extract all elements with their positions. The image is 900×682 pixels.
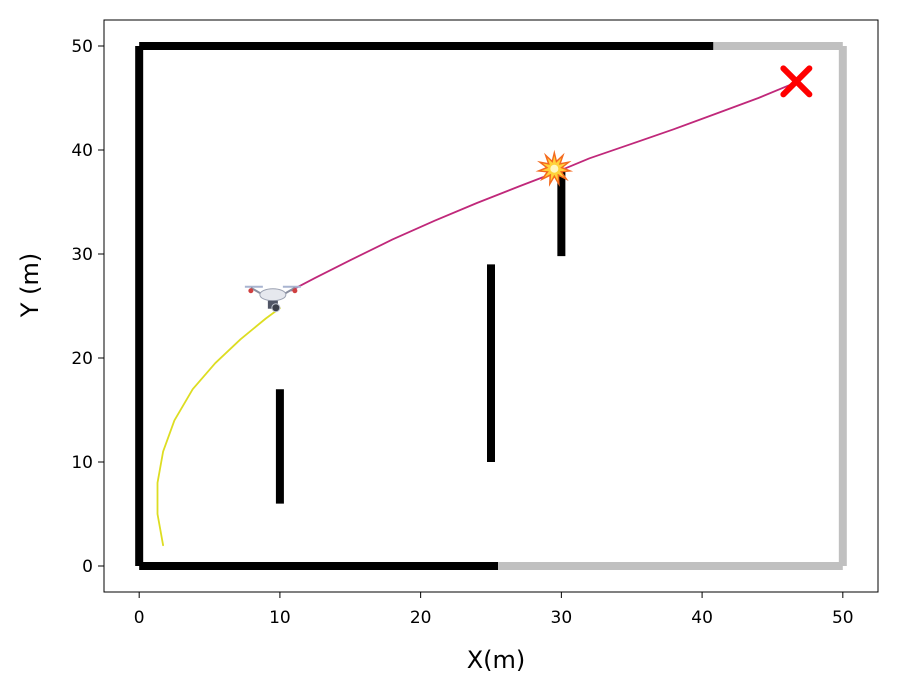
marker-layer [244, 65, 813, 313]
drone-icon [244, 285, 301, 313]
series-layer [156, 82, 795, 547]
x-tick-label: 50 [832, 608, 854, 628]
trajectory-line-1 [156, 307, 281, 547]
walls-layer [135, 42, 847, 570]
y-tick-label: 50 [71, 37, 93, 57]
y-tick-label: 40 [71, 141, 93, 161]
y-tick-label: 0 [82, 557, 93, 577]
y-axis-label: Y (m) [16, 253, 44, 318]
y-axis-ticks: 0 10 20 30 40 50 [71, 37, 104, 577]
x-axis-ticks: 0 10 20 30 40 50 [134, 592, 854, 628]
x-axis-label: X(m) [467, 646, 526, 674]
x-tick-label: 0 [134, 608, 145, 628]
y-tick-label: 20 [71, 349, 93, 369]
x-tick-label: 10 [269, 608, 291, 628]
collision-icon [535, 149, 574, 187]
x-tick-label: 40 [691, 608, 713, 628]
x-tick-label: 30 [551, 608, 573, 628]
trajectory-line-2 [290, 82, 795, 292]
goal-x-icon [780, 65, 813, 98]
x-tick-label: 20 [410, 608, 432, 628]
y-tick-label: 30 [71, 245, 93, 265]
y-tick-label: 10 [71, 453, 93, 473]
